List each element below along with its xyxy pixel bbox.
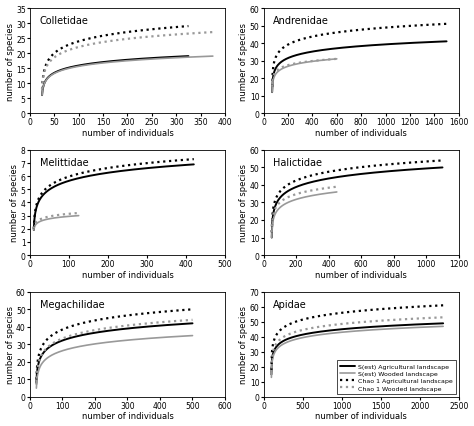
Y-axis label: number of species: number of species — [6, 305, 15, 383]
Text: Melittidae: Melittidae — [40, 158, 88, 168]
Text: Andrenidae: Andrenidae — [273, 16, 329, 26]
X-axis label: number of individuals: number of individuals — [82, 128, 173, 137]
Y-axis label: number of species: number of species — [239, 164, 248, 242]
X-axis label: number of individuals: number of individuals — [315, 270, 407, 279]
Text: Colletidae: Colletidae — [40, 16, 89, 26]
Text: Apidae: Apidae — [273, 299, 307, 309]
X-axis label: number of individuals: number of individuals — [82, 412, 173, 420]
X-axis label: number of individuals: number of individuals — [315, 412, 407, 420]
X-axis label: number of individuals: number of individuals — [315, 128, 407, 137]
Legend: S(est) Agricultural landscape, S(est) Wooded landscape, Chao 1 Agricultural land: S(est) Agricultural landscape, S(est) Wo… — [337, 360, 456, 394]
Y-axis label: number of species: number of species — [6, 23, 15, 101]
X-axis label: number of individuals: number of individuals — [82, 270, 173, 279]
Text: Halictidae: Halictidae — [273, 158, 322, 168]
Y-axis label: number of species: number of species — [239, 23, 248, 101]
Y-axis label: number of species: number of species — [10, 164, 19, 242]
Y-axis label: number of species: number of species — [239, 305, 248, 383]
Text: Megachilidae: Megachilidae — [40, 299, 104, 309]
